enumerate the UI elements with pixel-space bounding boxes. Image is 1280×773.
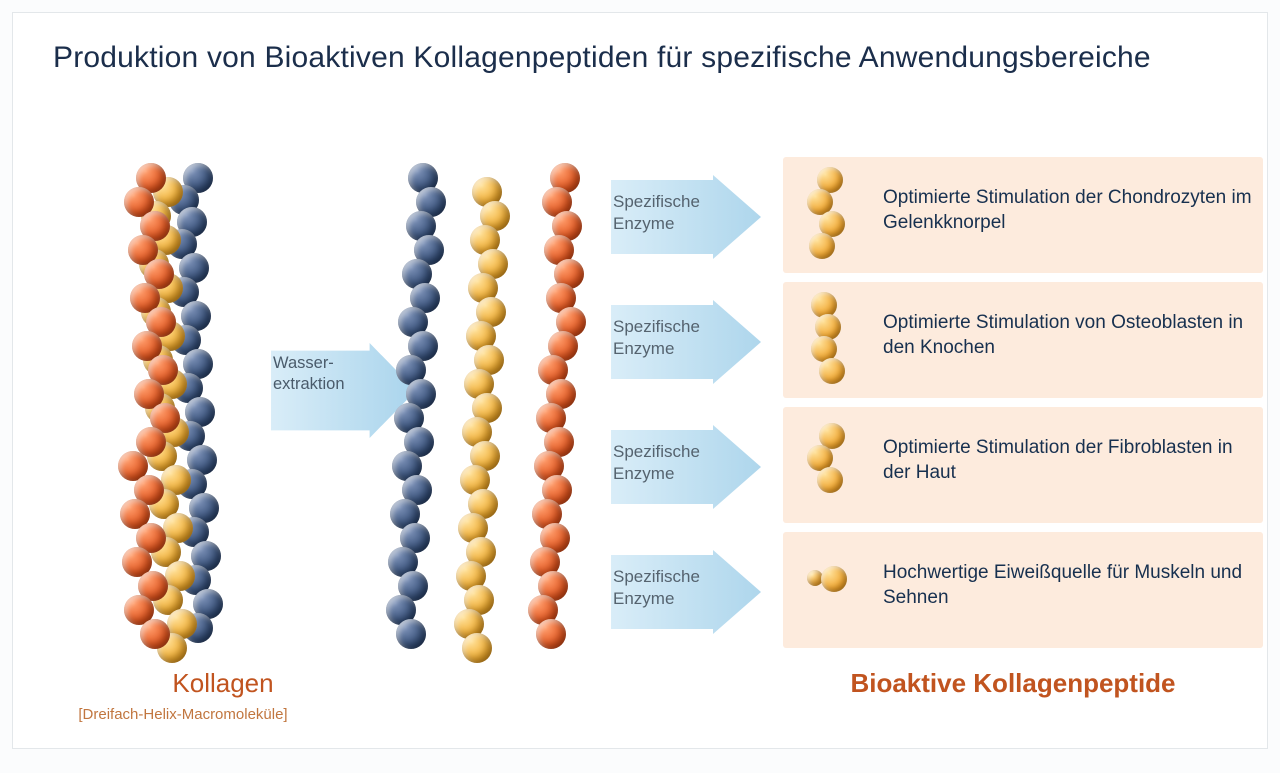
peptide-icon-row1 [803, 167, 863, 263]
info-box-row4: Hochwertige Eiweißquelle für Muskeln und… [783, 532, 1263, 648]
water-extraction-label: Wasser- extraktion [273, 353, 368, 394]
page-title: Produktion von Bioaktiven Kollagenpeptid… [53, 41, 1151, 75]
info-text-row4: Hochwertige Eiweißquelle für Muskeln und… [883, 560, 1253, 610]
table-row: Spezifische Enzyme Optimierte Stimulatio… [611, 403, 1231, 528]
info-box-row2: Optimierte Stimulation von Osteoblasten … [783, 282, 1263, 398]
bioactive-label: Bioaktive Kollagenpeptide [813, 668, 1213, 699]
application-rows: Spezifische Enzyme Optimierte Stimulatio… [611, 153, 1231, 653]
info-box-row3: Optimierte Stimulation der Fibroblasten … [783, 407, 1263, 523]
info-text-row3: Optimierte Stimulation der Fibroblasten … [883, 435, 1253, 485]
info-text-row1: Optimierte Stimulation der Chondrozyten … [883, 185, 1253, 235]
table-row: Spezifische Enzyme Optimierte Stimulatio… [611, 278, 1231, 403]
peptide-icon-row3 [803, 417, 863, 513]
info-text-row2: Optimierte Stimulation von Osteoblasten … [883, 310, 1253, 360]
helix-strand-orange [108, 163, 164, 653]
slide-canvas: Produktion von Bioaktiven Kollagenpeptid… [12, 12, 1268, 749]
info-box-row1: Optimierte Stimulation der Chondrozyten … [783, 157, 1263, 273]
separated-strand-orange [528, 163, 584, 653]
enzyme-label-row1: Spezifische Enzyme [613, 191, 713, 235]
enzyme-label-row3: Spezifische Enzyme [613, 441, 713, 485]
peptide-icon-row2 [803, 292, 863, 388]
kollagen-sublabel: [Dreifach-Helix-Macromoleküle] [23, 706, 343, 723]
kollagen-label: Kollagen [108, 668, 338, 699]
enzyme-label-row2: Spezifische Enzyme [613, 316, 713, 360]
table-row: Spezifische Enzyme Optimierte Stimulatio… [611, 153, 1231, 278]
enzyme-label-row4: Spezifische Enzyme [613, 566, 713, 610]
collagen-separated-strands [388, 163, 598, 653]
separated-strand-gold [456, 163, 512, 653]
collagen-triple-helix [108, 163, 258, 653]
table-row: Spezifische Enzyme Hochwertige Eiweißque… [611, 528, 1231, 653]
peptide-icon-row4 [803, 542, 863, 638]
separated-strand-blue [388, 163, 444, 653]
